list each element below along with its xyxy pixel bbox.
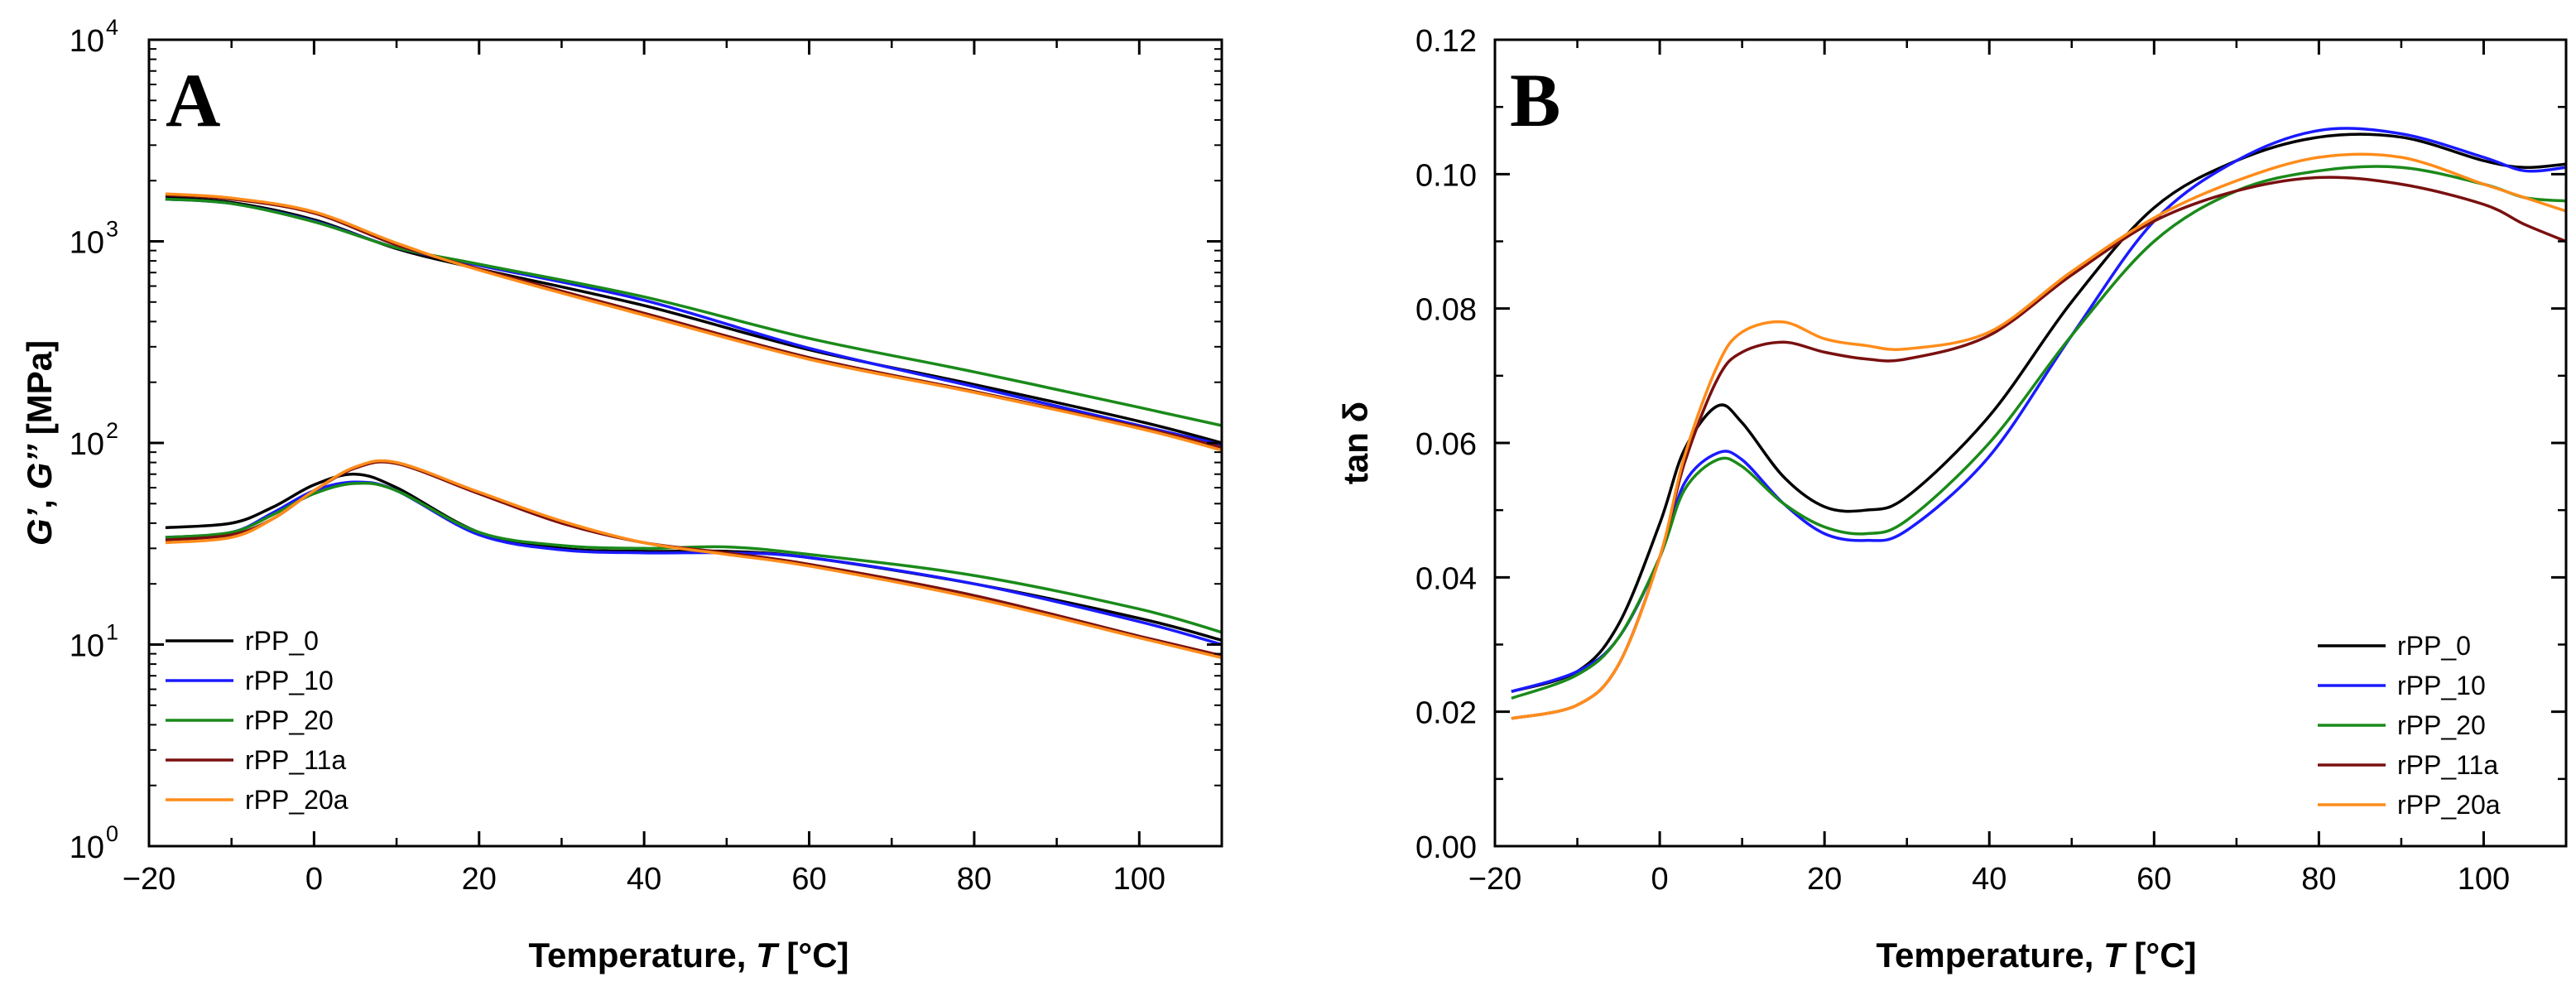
- chart-a-x-tick-label: −20: [123, 862, 175, 897]
- chart-a-y-axis-title-unit: [MPa]: [20, 340, 59, 445]
- chart-a-y-tick-exponent: 1: [106, 620, 118, 645]
- legend-label-rPP_20: rPP_20: [2397, 710, 2486, 740]
- chart-a-panel-letter: A: [166, 58, 220, 142]
- chart-b-y-tick-label: 0.06: [1415, 427, 1477, 462]
- legend-label-rPP_11a: rPP_11a: [245, 745, 346, 775]
- chart-a-y-tick-exponent: 4: [106, 15, 118, 40]
- chart-b-y-tick-label: 0.00: [1415, 830, 1477, 865]
- chart-a-x-tick-label: 80: [957, 862, 992, 897]
- chart-b-y-tick-label: 0.02: [1415, 696, 1477, 731]
- chart-a-y-tick-label: 10: [70, 830, 104, 865]
- chart-a-legend: rPP_0 rPP_10 rPP_20 rPP_11a rPP_20a: [166, 626, 348, 815]
- chart-b-y-tick-label: 0.10: [1415, 158, 1477, 193]
- series-line-rPP_0-tan-delta: [1511, 132, 2567, 693]
- legend-label-rPP_10: rPP_10: [245, 666, 334, 695]
- series-line-rPP_0-storage: [165, 195, 1223, 445]
- chart-a-y-tick-label: 10: [70, 629, 104, 664]
- chart-a-x-axis-title-symbol: T: [756, 936, 780, 974]
- legend-label-rPP_0: rPP_0: [245, 626, 319, 656]
- chart-a-y-tick-exponent: 2: [106, 418, 118, 443]
- chart-b-y-tick-label: 0.12: [1415, 24, 1477, 59]
- series-line-rPP_0-loss: [165, 472, 1223, 642]
- chart-a-y-tick-label: 10: [70, 427, 104, 462]
- chart-b-x-axis-title-unit: [°C]: [2125, 936, 2197, 974]
- chart-a-x-axis-title-text: Temperature,: [528, 936, 756, 974]
- chart-b-axis-ticks: −20 0 20 40 60 80 100 0.00 0.02 0.04 0.06 0.08 0.10 0…: [1415, 24, 2566, 897]
- chart-b-x-axis-title-symbol: T: [2103, 936, 2127, 974]
- legend-label-rPP_20: rPP_20: [245, 705, 334, 735]
- series-line-rPP_20a-storage: [165, 192, 1223, 452]
- legend-label-rPP_10: rPP_10: [2397, 671, 2486, 700]
- chart-b-y-axis-title: tan δ: [1336, 402, 1375, 484]
- chart-b-y-tick-label: 0.04: [1415, 561, 1477, 596]
- chart-a-x-tick-label: 40: [627, 862, 661, 897]
- chart-b-x-tick-label: 100: [2458, 862, 2510, 897]
- series-line-rPP_10-storage: [165, 197, 1223, 446]
- series-line-rPP_20-loss: [165, 481, 1223, 634]
- chart-a-x-tick-label: 100: [1113, 862, 1165, 897]
- chart-a-y-axis-title-g1: G’: [20, 508, 59, 546]
- chart-b-x-tick-label: −20: [1468, 862, 1521, 897]
- chart-a-y-axis-title-sep: ,: [20, 489, 59, 508]
- legend-label-rPP_0: rPP_0: [2397, 631, 2471, 661]
- chart-b-x-tick-label: 40: [1972, 862, 2006, 897]
- chart-a-y-tick-label: 10: [70, 226, 104, 261]
- chart-a-x-axis-title: Temperature, T [°C]: [528, 936, 848, 974]
- chart-a-x-tick-label: 20: [462, 862, 497, 897]
- chart-b-x-tick-label: 80: [2301, 862, 2336, 897]
- chart-b-legend: rPP_0 rPP_10 rPP_20 rPP_11a rPP_20a: [2318, 631, 2501, 820]
- legend-label-rPP_20a: rPP_20a: [2397, 790, 2501, 820]
- series-line-rPP_10-loss: [165, 480, 1223, 647]
- chart-a-y-tick-exponent: 0: [106, 821, 118, 846]
- series-line-rPP_20a-tan-delta: [1511, 152, 2567, 720]
- legend-label-rPP_11a: rPP_11a: [2397, 750, 2498, 780]
- chart-a-y-tick-label: 10: [70, 24, 104, 59]
- chart-a-x-axis-title-unit: [°C]: [777, 936, 849, 974]
- chart-b-x-tick-label: 60: [2136, 862, 2171, 897]
- series-line-rPP_20-tan-delta: [1511, 165, 2567, 700]
- chart-b-x-axis-title-text: Temperature,: [1876, 936, 2103, 974]
- chart-a-x-tick-label: 60: [791, 862, 826, 897]
- chart-b-x-tick-label: 20: [1807, 862, 1842, 897]
- legend-label-rPP_20a: rPP_20a: [245, 785, 348, 815]
- chart-b-x-tick-label: 0: [1651, 862, 1669, 897]
- chart-b-x-axis-title: Temperature, T [°C]: [1876, 936, 2196, 974]
- chart-b-panel-letter: B: [1510, 58, 1560, 142]
- chart-a-x-tick-label: 0: [305, 862, 323, 897]
- chart-a-y-tick-exponent: 3: [106, 217, 118, 242]
- series-line-rPP_20-storage: [165, 197, 1223, 427]
- series-line-rPP_20a-loss: [165, 459, 1223, 660]
- chart-panel-b: −20 0 20 40 60 80 100 0.00 0.02 0.04 0.06 0.08 0.10 0…: [1336, 24, 2568, 974]
- series-line-rPP_10-tan-delta: [1511, 127, 2567, 693]
- chart-a-y-axis-title-g2: G’’: [20, 444, 59, 490]
- series-line-rPP_11a-storage: [165, 193, 1223, 450]
- chart-a-y-axis-title: G’, G’’ [MPa]: [20, 340, 59, 546]
- chart-b-series-group: [1511, 127, 2567, 720]
- chart-a-series-group: [165, 192, 1223, 660]
- chart-b-y-tick-label: 0.08: [1415, 293, 1477, 328]
